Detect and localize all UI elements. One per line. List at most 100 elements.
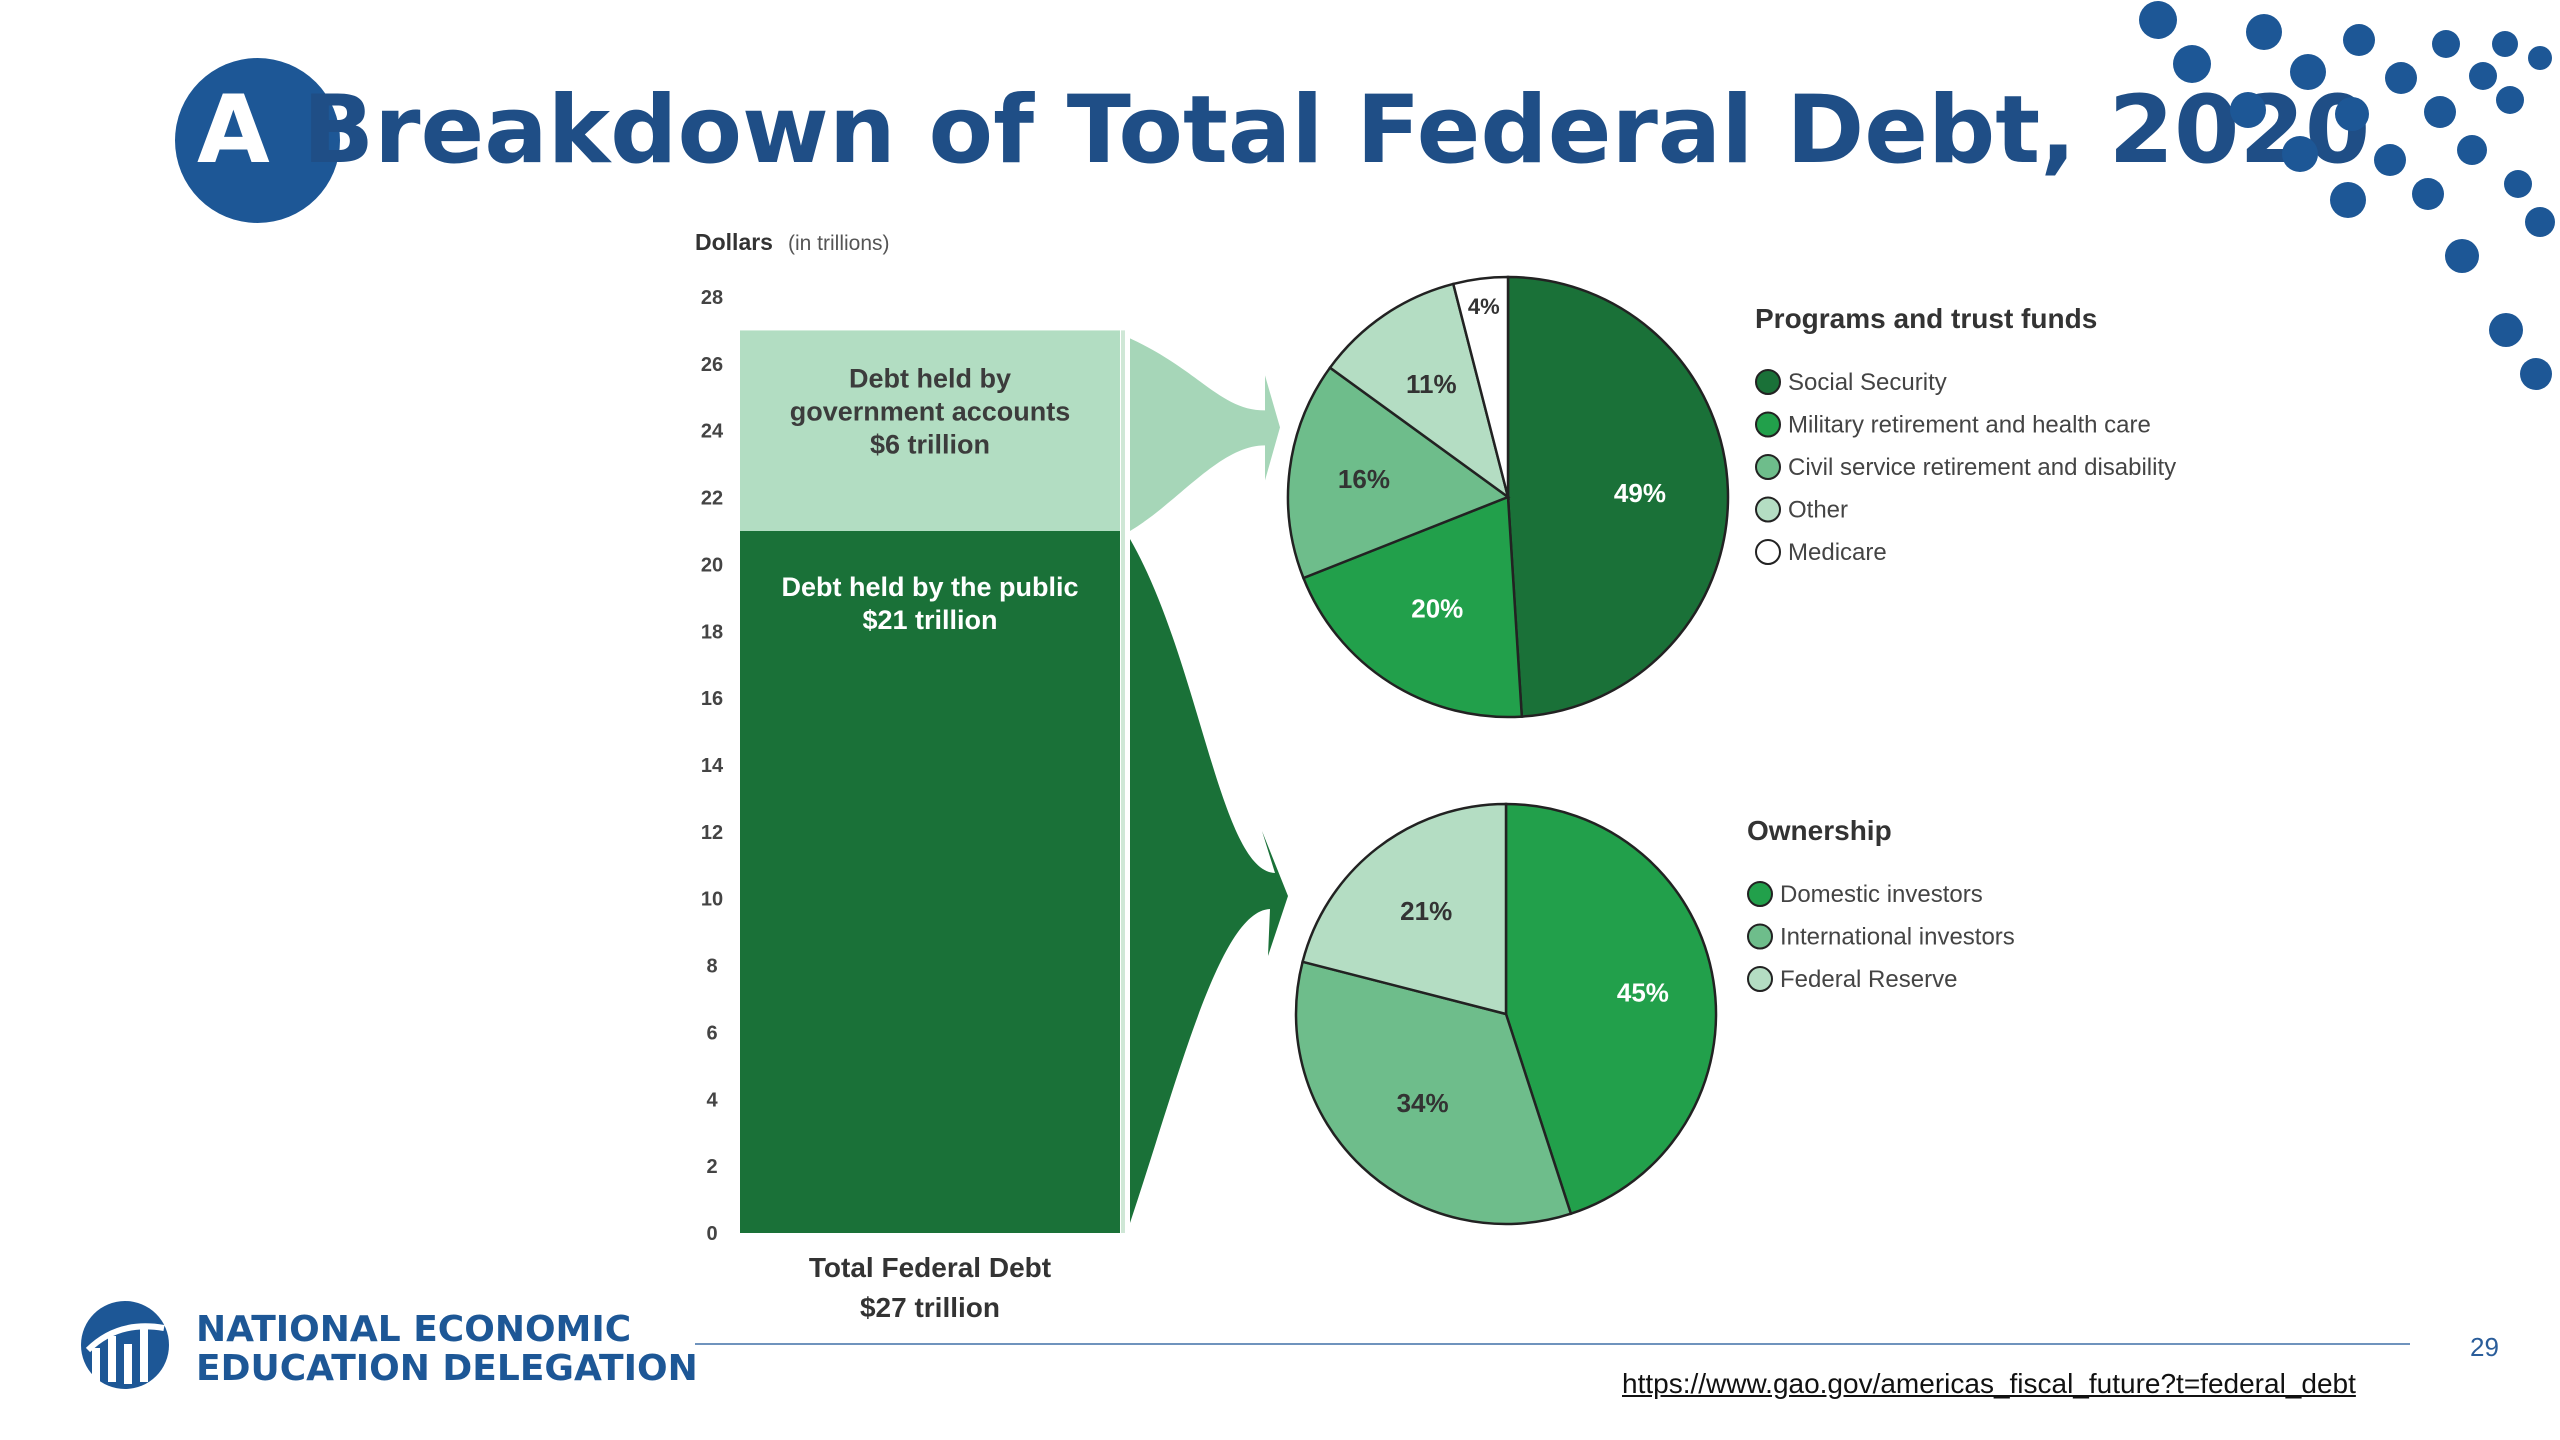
pie-ownership-legend-swatch (1747, 881, 1773, 907)
pie-programs-slice-label: 16% (1338, 464, 1390, 494)
decor-dot (2412, 178, 2444, 210)
y-tick-label: 14 (701, 755, 724, 777)
pie-programs-legend-swatch (1755, 411, 1781, 438)
connector-arrow-upper (1130, 338, 1280, 531)
page-number: 29 (2470, 1332, 2499, 1362)
pie-programs-legend-swatch (1755, 496, 1781, 523)
y-tick-label: 0 (706, 1223, 717, 1245)
pie-programs-slice-label: 4% (1468, 294, 1500, 319)
bar-category-label: Total Federal Debt (809, 1252, 1051, 1283)
y-tick-label: 22 (701, 488, 723, 510)
logo-line-1: NATIONAL ECONOMIC (196, 1309, 632, 1350)
pie-programs-slice (1328, 282, 1511, 501)
y-tick-label: 12 (701, 822, 723, 844)
y-tick-label: 26 (701, 354, 723, 376)
decor-dot (2385, 62, 2417, 94)
pie-programs-legend-label: Military retirement and health care (1788, 412, 2151, 439)
decor-dot (2496, 86, 2524, 114)
decor-dot (2424, 96, 2456, 128)
pie-ownership-slice (1301, 802, 1508, 1016)
bar-segment-label: Debt held by (849, 363, 1011, 393)
connector-arrow-lower (1130, 539, 1288, 1223)
decorative-dot-pattern (2139, 1, 2555, 390)
decor-dot (2520, 358, 2552, 390)
bar-segment-label: $6 trillion (870, 429, 990, 459)
decor-dot (2139, 1, 2177, 39)
pie-programs-legend-label: Civil service retirement and disability (1788, 454, 2176, 481)
title-letter: A (197, 76, 270, 185)
decor-dot (2374, 144, 2406, 176)
pie-programs-slice-label: 11% (1406, 369, 1457, 399)
pie-ownership-legend-title: Ownership (1747, 815, 1892, 846)
bar-segment (740, 330, 1120, 531)
pie-programs-legend-swatch (1755, 369, 1781, 395)
pie-ownership-legend-swatch (1747, 966, 1773, 992)
pie-programs-slice (1451, 275, 1510, 498)
decor-dot (2290, 54, 2326, 90)
y-tick-label: 24 (701, 421, 724, 443)
decor-dot (2330, 182, 2366, 218)
pie-programs-slice-label: 20% (1411, 593, 1463, 623)
title-text: Breakdown of Total Federal Debt, 2020 (269, 76, 2371, 185)
logo-line-2: EDUCATION DELEGATION (196, 1348, 698, 1389)
pie-programs-legend-swatch (1755, 454, 1781, 480)
bar-segment (740, 531, 1120, 1233)
pie-programs-legend-swatch (1755, 539, 1781, 565)
bar-axis-unit: (in trillions) (788, 232, 890, 255)
y-tick-label: 6 (706, 1022, 717, 1044)
pie-ownership-slice-label: 45% (1617, 977, 1669, 1007)
bar-segment-label: government accounts (790, 396, 1071, 426)
federal-debt-chart: Dollars (in trillions)0246810121416182022… (695, 229, 2176, 1323)
bar-axis-label: Dollars (695, 229, 773, 255)
need-logo-icon (81, 1301, 169, 1389)
bar-category-label: $27 trillion (860, 1292, 1000, 1323)
y-tick-label: 28 (701, 287, 723, 309)
decor-dot (2457, 135, 2487, 165)
decor-dot (2504, 170, 2532, 198)
pie-chart-ownership: 45% 34% 21% Ownership Domestic investors Inte… (1294, 802, 2015, 1226)
decor-dot (2173, 45, 2211, 83)
decor-dot (2335, 97, 2369, 131)
decor-dot (2489, 313, 2523, 347)
y-tick-label: 8 (706, 956, 717, 978)
pie-chart-programs: 49% 20% 16% 11% 4% Programs and trust funds So… (1286, 275, 2176, 719)
decor-dot (2343, 24, 2375, 56)
pie-ownership-legend-label: Federal Reserve (1780, 966, 1957, 993)
decor-dot (2230, 92, 2266, 128)
decor-dot (2525, 207, 2555, 237)
bar-segment-label: $21 trillion (862, 605, 997, 635)
need-logo: NATIONAL ECONOMIC EDUCATION DELEGATION (78, 1298, 698, 1398)
pie-programs-slice (1506, 275, 1730, 718)
bar-segment-label: Debt held by the public (781, 572, 1078, 602)
decor-dot (2282, 136, 2318, 172)
pie-programs-slice-label: 49% (1614, 478, 1666, 508)
pie-programs-legend-label: Medicare (1788, 539, 1887, 566)
decor-dot (2432, 30, 2460, 58)
pie-programs-legend-label: Social Security (1788, 369, 1947, 396)
pie-programs-slice (1301, 495, 1524, 719)
pie-ownership-slice (1294, 960, 1573, 1226)
decor-dot (2492, 31, 2518, 57)
footer-divider (695, 1343, 2410, 1345)
decor-dot (2445, 239, 2479, 273)
y-tick-label: 16 (701, 688, 723, 710)
y-tick-label: 18 (701, 621, 723, 643)
pie-ownership-slice (1504, 802, 1718, 1216)
slide-title: A Breakdown of Total Federal Debt, 2020 (175, 58, 2370, 223)
y-tick-label: 4 (706, 1089, 718, 1111)
pie-ownership-legend-label: International investors (1780, 924, 2015, 951)
y-tick-label: 20 (701, 554, 723, 576)
source-link[interactable]: https://www.gao.gov/americas_fiscal_futu… (1622, 1368, 2356, 1399)
pie-programs-legend-label: Other (1788, 497, 1848, 524)
decor-dot (2528, 46, 2552, 70)
decor-dot (2469, 62, 2497, 90)
y-tick-label: 2 (706, 1156, 717, 1178)
pie-ownership-legend-swatch (1747, 923, 1773, 950)
pie-ownership-legend-label: Domestic investors (1780, 881, 1983, 908)
pie-ownership-slice-label: 34% (1397, 1088, 1449, 1118)
title-badge-circle (175, 58, 340, 223)
pie-programs-slice (1286, 365, 1511, 580)
bar-chart: Dollars (in trillions)0246810121416182022… (695, 229, 1288, 1323)
pie-ownership-slice-label: 21% (1400, 896, 1452, 926)
decor-dot (2246, 14, 2282, 50)
